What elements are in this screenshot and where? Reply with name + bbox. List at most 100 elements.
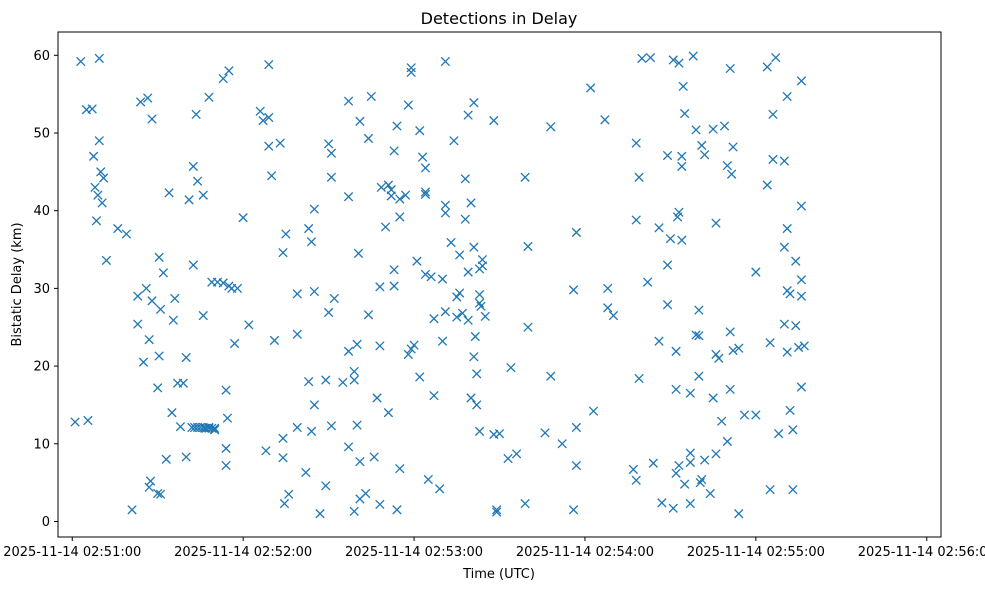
data-point xyxy=(791,256,801,266)
data-point xyxy=(662,300,673,310)
data-point xyxy=(540,428,550,438)
data-point xyxy=(668,55,678,65)
data-point xyxy=(264,59,274,70)
data-point xyxy=(437,274,448,284)
data-point xyxy=(677,235,687,245)
data-point xyxy=(292,289,302,299)
data-point xyxy=(470,331,480,342)
data-point xyxy=(568,285,579,295)
data-point xyxy=(420,163,431,173)
data-point xyxy=(343,192,354,202)
data-point xyxy=(546,371,556,381)
data-point xyxy=(678,81,688,92)
data-point xyxy=(600,115,610,125)
data-point xyxy=(275,138,285,148)
data-point xyxy=(303,223,314,234)
data-point xyxy=(429,390,439,401)
data-point xyxy=(255,106,265,116)
data-point xyxy=(725,63,735,74)
data-point xyxy=(147,114,157,124)
data-point xyxy=(167,408,177,418)
data-point xyxy=(184,195,194,205)
data-point xyxy=(765,484,775,495)
data-point xyxy=(264,112,274,123)
data-point xyxy=(685,457,696,468)
data-point xyxy=(244,320,254,330)
data-point xyxy=(631,138,641,148)
x-axis-label: Time (UTC) xyxy=(462,567,535,582)
data-point xyxy=(121,229,132,239)
data-point xyxy=(76,56,86,67)
x-tick-label: 2025-11-14 02:53:00 xyxy=(345,545,483,560)
data-point xyxy=(70,417,80,427)
data-point xyxy=(608,310,619,321)
data-point xyxy=(722,436,733,447)
data-point xyxy=(779,156,789,166)
data-point xyxy=(634,373,644,384)
y-tick-label: 40 xyxy=(33,204,50,219)
data-point xyxy=(395,212,405,222)
data-point xyxy=(503,453,513,464)
data-point xyxy=(788,484,798,495)
data-point xyxy=(147,296,157,306)
data-point xyxy=(571,227,582,238)
data-point xyxy=(523,322,533,332)
data-point xyxy=(463,110,473,120)
data-point xyxy=(691,330,701,340)
data-point xyxy=(372,393,382,403)
data-point xyxy=(281,229,291,239)
y-tick-label: 60 xyxy=(33,49,50,64)
data-point xyxy=(375,499,385,510)
data-point xyxy=(728,142,738,152)
data-point xyxy=(343,346,354,356)
data-point xyxy=(454,288,465,298)
y-axis: 0 10 20 30 40 50 60 xyxy=(33,49,58,530)
x-tick-label: 2025-11-14 02:55:00 xyxy=(687,545,825,560)
data-point xyxy=(383,180,394,190)
data-point xyxy=(477,261,488,271)
data-point xyxy=(691,125,701,135)
data-point xyxy=(164,188,174,198)
data-point xyxy=(694,305,704,315)
data-point xyxy=(662,150,673,161)
data-point xyxy=(557,439,567,449)
data-point xyxy=(400,190,411,200)
data-point xyxy=(671,346,681,356)
data-point xyxy=(452,312,462,322)
data-point xyxy=(768,154,778,165)
data-point xyxy=(178,378,188,388)
data-point xyxy=(474,289,485,300)
data-point xyxy=(420,187,431,197)
data-point xyxy=(395,463,405,474)
data-point xyxy=(309,204,320,214)
x-tick: 2025-11-14 02:56:00 xyxy=(858,537,985,560)
data-point xyxy=(389,146,399,156)
data-point xyxy=(705,488,715,499)
data-point xyxy=(395,194,405,204)
plot-frame xyxy=(57,31,942,538)
data-point xyxy=(454,250,465,260)
data-point xyxy=(677,161,687,172)
data-point xyxy=(158,268,169,278)
data-point xyxy=(326,148,337,158)
data-point xyxy=(714,353,724,363)
data-point xyxy=(363,310,374,320)
data-point xyxy=(133,291,143,301)
data-point xyxy=(429,314,439,324)
x-tick: 2025-11-14 02:52:00 xyxy=(174,537,312,560)
data-point xyxy=(392,121,402,131)
data-point xyxy=(765,338,775,348)
data-point xyxy=(301,467,311,478)
data-point xyxy=(785,289,795,299)
data-point xyxy=(349,366,359,377)
data-point xyxy=(306,237,317,247)
data-point xyxy=(188,260,198,270)
data-point xyxy=(699,150,710,160)
data-point xyxy=(779,319,789,329)
data-point xyxy=(491,507,502,517)
data-point xyxy=(326,172,337,182)
data-point xyxy=(440,208,451,218)
data-point xyxy=(506,362,516,373)
data-point xyxy=(353,248,364,259)
